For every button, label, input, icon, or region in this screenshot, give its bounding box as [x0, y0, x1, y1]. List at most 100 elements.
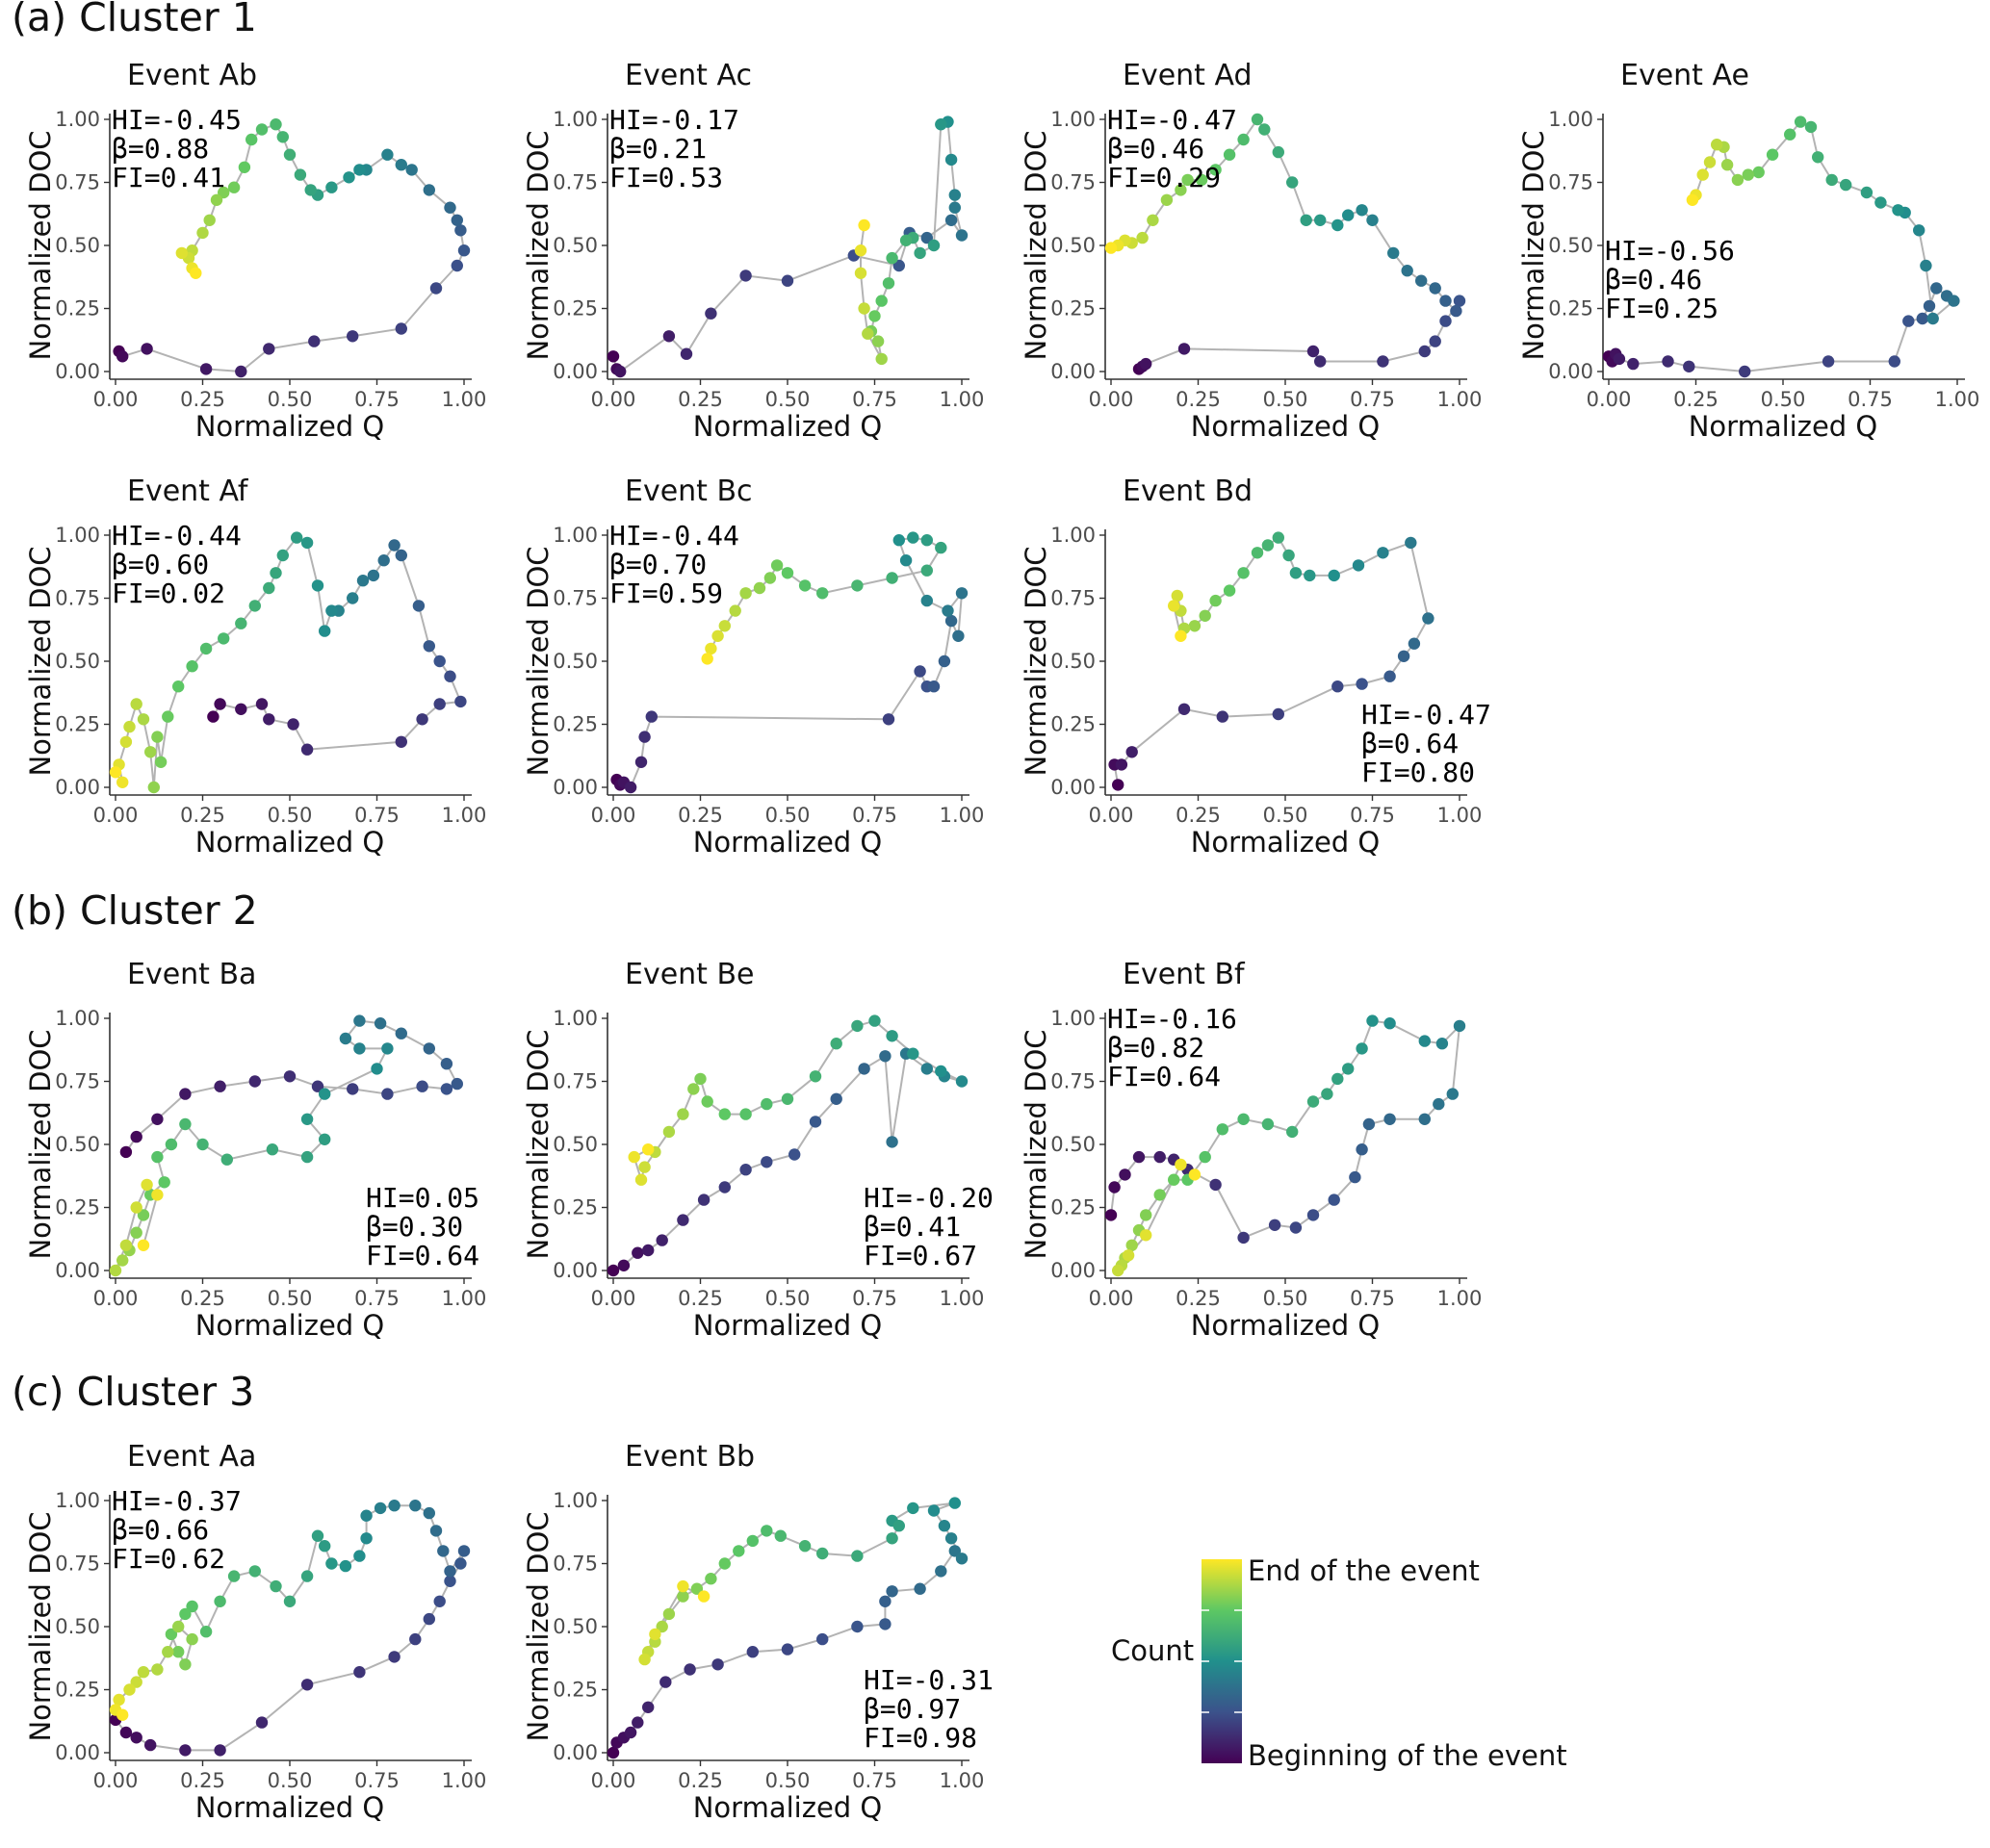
data-point	[210, 193, 223, 206]
data-point	[617, 1259, 631, 1272]
data-point	[162, 710, 174, 723]
data-point	[816, 1547, 829, 1560]
data-point	[761, 1156, 773, 1168]
data-point	[701, 653, 713, 665]
data-point	[235, 365, 247, 378]
y-tick-label: 0.50	[553, 1133, 598, 1156]
data-point	[119, 1726, 133, 1739]
hysteresis-path	[1110, 117, 1460, 371]
data-point	[948, 201, 961, 214]
annot-hi: HI=-0.44	[112, 520, 242, 552]
data-point	[642, 1701, 655, 1714]
data-point	[179, 1658, 192, 1671]
data-point	[300, 1570, 314, 1582]
y-tick-label: 0.75	[553, 587, 598, 610]
data-point	[1175, 629, 1187, 642]
data-point	[886, 251, 898, 265]
x-tick-label: 0.50	[1263, 1287, 1308, 1310]
y-tick-label: 0.25	[553, 713, 598, 736]
annot-beta: β=0.60	[112, 549, 209, 580]
x-tick-label: 0.00	[1089, 804, 1134, 827]
data-point	[119, 1145, 133, 1159]
y-axis-title: Normalized DOC	[522, 546, 555, 776]
data-point	[1304, 569, 1316, 582]
data-point	[1108, 1181, 1121, 1194]
annot-fi: FI=0.59	[609, 578, 723, 609]
data-point	[457, 244, 471, 257]
data-point	[283, 148, 297, 161]
x-axis-title: Normalized Q	[195, 410, 385, 443]
data-point	[1446, 1088, 1460, 1100]
x-axis-title: Normalized Q	[1191, 1309, 1381, 1342]
data-point	[1140, 357, 1152, 371]
x-tick-label: 0.75	[1350, 804, 1395, 827]
x-tick-label: 0.25	[180, 1287, 225, 1310]
x-tick-label: 0.50	[268, 388, 313, 411]
panel-title: Event Ad	[1123, 59, 1253, 92]
annot-hi: HI=-0.16	[1107, 1003, 1237, 1035]
data-point	[1112, 1264, 1124, 1277]
data-point	[1874, 196, 1887, 209]
data-point	[935, 1565, 947, 1578]
data-point	[1237, 1113, 1250, 1126]
x-tick-label: 0.75	[354, 1287, 400, 1310]
y-tick-label: 0.50	[553, 234, 598, 257]
data-point	[892, 259, 905, 272]
data-point	[677, 1108, 689, 1120]
data-point	[1711, 139, 1723, 151]
data-point	[1104, 1209, 1118, 1221]
y-tick-label: 1.00	[1548, 108, 1593, 131]
data-point	[130, 1676, 142, 1688]
data-point	[718, 1108, 731, 1120]
panel-event-bb: Event Bb 0.00 0.00 0.25 0.25 0.50 0.50 0.75 0.75…	[522, 1440, 994, 1824]
data-point	[624, 781, 637, 794]
x-tick-label: 0.25	[1176, 804, 1221, 827]
y-tick-label: 0.00	[553, 1259, 598, 1282]
annot-fi: FI=0.25	[1605, 293, 1719, 324]
data-point	[830, 1038, 842, 1050]
y-tick-label: 1.00	[1050, 108, 1096, 131]
data-point	[154, 756, 168, 768]
data-point	[899, 234, 913, 246]
data-point	[347, 330, 359, 343]
data-point	[935, 118, 947, 131]
data-point	[1429, 282, 1441, 295]
data-point	[172, 680, 185, 693]
data-point	[263, 343, 275, 355]
data-point	[1342, 209, 1355, 221]
data-point	[1140, 1229, 1152, 1242]
panel-event-bc: Event Bc 0.00 0.00 0.25 0.25 0.50 0.50 0.75 0.75…	[522, 475, 984, 859]
y-tick-label: 0.25	[55, 1679, 100, 1702]
data-point	[1160, 193, 1174, 206]
data-point	[266, 1143, 279, 1156]
data-point	[1261, 1117, 1275, 1131]
data-point	[1352, 559, 1365, 572]
x-tick-label: 0.25	[180, 1769, 225, 1792]
data-point	[1171, 589, 1184, 603]
data-point	[451, 259, 463, 272]
x-axis-title: Normalized Q	[693, 826, 883, 859]
annot-fi: FI=0.98	[864, 1722, 977, 1754]
data-point	[1289, 567, 1303, 579]
data-point	[868, 1014, 881, 1027]
panel-title: Event Af	[127, 475, 249, 508]
x-tick-label: 1.00	[442, 804, 487, 827]
data-point	[276, 131, 289, 143]
y-tick-label: 0.75	[553, 171, 598, 194]
data-point	[287, 718, 299, 731]
panel-title: Event Bc	[625, 475, 753, 508]
data-point	[1321, 1088, 1333, 1100]
x-tick-label: 0.00	[93, 1769, 139, 1792]
data-point	[123, 720, 136, 733]
data-point	[816, 1632, 829, 1646]
annot-beta: β=0.30	[366, 1211, 463, 1243]
x-tick-label: 0.75	[354, 388, 400, 411]
data-point	[694, 1072, 707, 1086]
data-point	[1328, 1194, 1340, 1206]
annot-hi: HI=-0.47	[1107, 104, 1237, 136]
x-tick-label: 0.50	[765, 1769, 811, 1792]
data-point	[343, 171, 355, 184]
data-point	[1377, 355, 1389, 368]
y-axis-title: Normalized DOC	[1517, 130, 1550, 360]
x-tick-label: 0.25	[180, 388, 225, 411]
